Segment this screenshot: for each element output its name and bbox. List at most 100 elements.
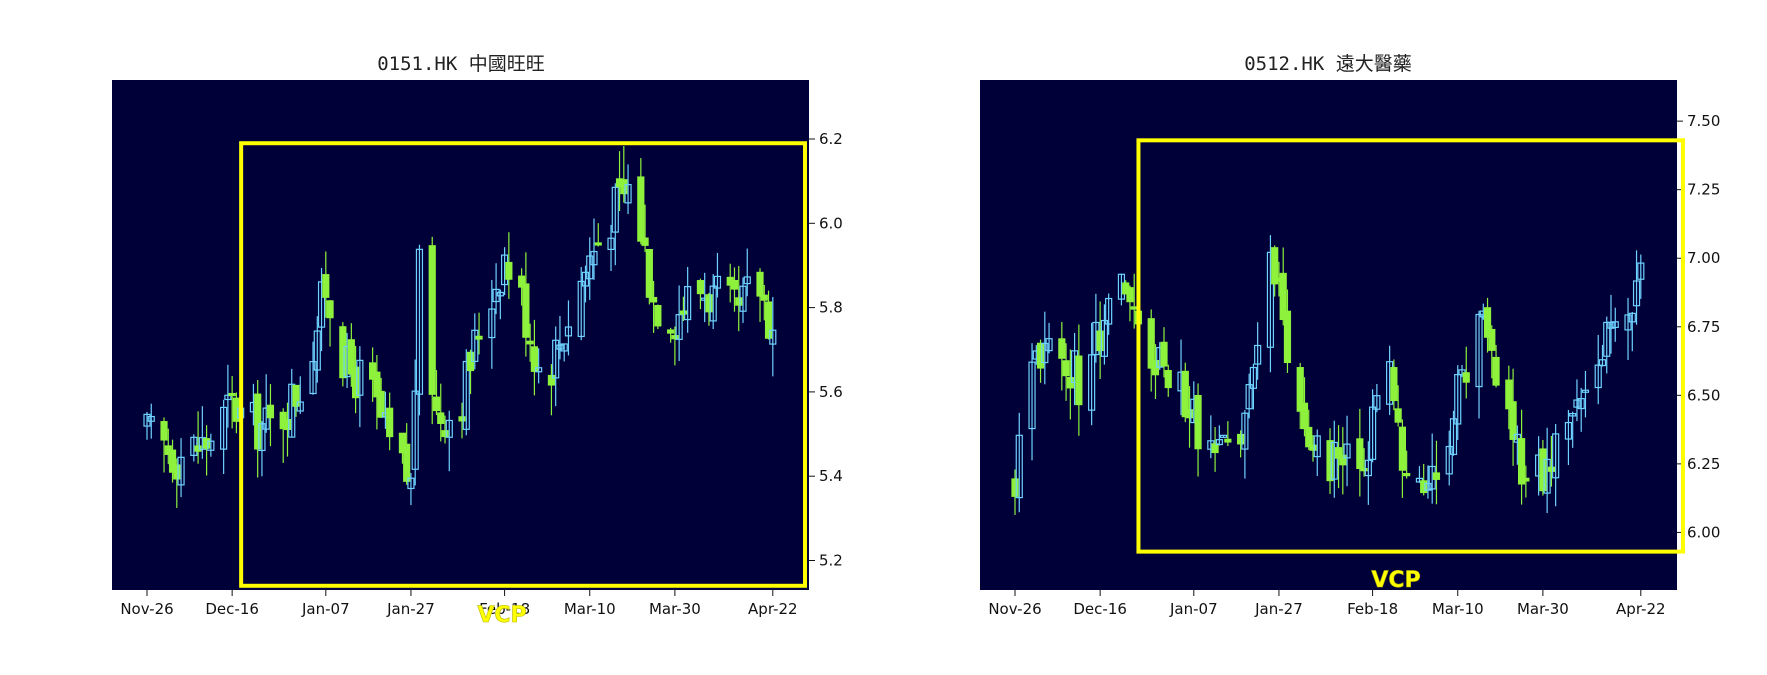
x-tick-label: Nov-26 (120, 600, 173, 618)
candle (1185, 386, 1194, 448)
candle (1028, 343, 1036, 461)
candle (1211, 427, 1219, 472)
candle (471, 313, 479, 370)
candle (1036, 339, 1045, 383)
x-tick-label: Feb-18 (479, 600, 530, 618)
candle (356, 346, 364, 428)
candle (743, 248, 751, 297)
candle (475, 312, 483, 355)
candle (1105, 293, 1113, 335)
candle (203, 425, 211, 476)
vcp-label: VCP (477, 603, 526, 628)
candle (1279, 247, 1287, 326)
candle (1147, 309, 1155, 392)
chart-title: 0512.HK 遠大醫藥 (1244, 53, 1412, 75)
candle (173, 458, 181, 508)
x-tick-label: Mar-30 (1517, 600, 1569, 618)
candle (441, 415, 449, 444)
y-tick-label: 6.00 (1687, 523, 1720, 541)
candle (1309, 435, 1317, 462)
candle (611, 183, 619, 266)
vcp-label: VCP (1371, 568, 1420, 593)
candle (220, 399, 228, 475)
candle (594, 223, 602, 247)
candle (1628, 311, 1636, 352)
candles-layer (143, 146, 777, 508)
candle (518, 268, 526, 306)
candle (1483, 297, 1492, 353)
candle (1194, 383, 1202, 477)
candle (1011, 469, 1019, 515)
candle (339, 322, 347, 387)
candle (1398, 419, 1407, 498)
candle (1296, 362, 1304, 430)
candle (160, 417, 168, 473)
candle (607, 224, 615, 272)
candle (228, 376, 236, 429)
candle (1611, 307, 1619, 342)
candle (535, 348, 543, 384)
candle (560, 343, 568, 362)
candle (1245, 373, 1253, 419)
y-tick-label: 5.4 (819, 467, 843, 485)
y-tick-label: 5.6 (819, 383, 843, 401)
candle (322, 251, 330, 318)
candle (696, 278, 705, 310)
y-tick-label: 7.00 (1687, 249, 1720, 267)
x-tick-label: Mar-30 (649, 600, 701, 618)
candle (1564, 410, 1573, 466)
candle (266, 384, 275, 447)
candle (556, 315, 564, 360)
candle (1045, 322, 1053, 354)
candle (705, 292, 713, 326)
y-tick-label: 5.8 (819, 299, 843, 317)
candle (347, 323, 355, 387)
candle (1249, 363, 1258, 410)
candle (1015, 412, 1023, 513)
candle (1339, 427, 1347, 495)
y-tick-label: 7.50 (1687, 112, 1720, 130)
candle (756, 268, 764, 322)
candle (1313, 429, 1321, 477)
candle (1360, 448, 1368, 477)
x-tick-label: Feb-18 (1347, 600, 1398, 618)
candle (1454, 365, 1462, 441)
x-tick-label: Apr-22 (1616, 600, 1666, 618)
candle (143, 411, 151, 440)
candles-layer (1011, 235, 1645, 515)
x-axis: Nov-26 Dec-16 Jan-07 Jan-27 Feb-18 Mar-10 Mar-… (988, 590, 1666, 618)
candle (1632, 250, 1641, 325)
candle (1394, 385, 1402, 427)
candle (1522, 465, 1530, 498)
candle (398, 432, 407, 464)
candle (428, 236, 436, 425)
candle (522, 252, 530, 357)
candle (1445, 430, 1453, 486)
candle (1415, 466, 1424, 483)
candle (1305, 409, 1313, 451)
candle (224, 364, 232, 428)
candle (684, 266, 692, 333)
candle (590, 218, 598, 280)
x-tick-label: Dec-16 (205, 600, 259, 618)
candle (671, 326, 679, 366)
candle (577, 267, 585, 341)
candle (1420, 463, 1428, 496)
candle (764, 290, 773, 340)
candle (258, 421, 266, 477)
candle (262, 374, 270, 433)
candle (1160, 327, 1168, 378)
candle (739, 277, 747, 323)
candle (760, 284, 768, 321)
candle (526, 323, 534, 362)
candle (1283, 289, 1292, 373)
candle (373, 354, 381, 430)
chart-panel-0512: 0512.HK 遠大醫藥 Nov-26 Dec-16 Jan-07 Jan-27 Feb… (980, 53, 1720, 618)
candle (1368, 389, 1377, 463)
candle (1373, 384, 1381, 413)
candle (1581, 370, 1590, 418)
candle (488, 279, 496, 369)
candle (1126, 285, 1134, 322)
candle (254, 380, 262, 478)
candle (1390, 359, 1398, 411)
